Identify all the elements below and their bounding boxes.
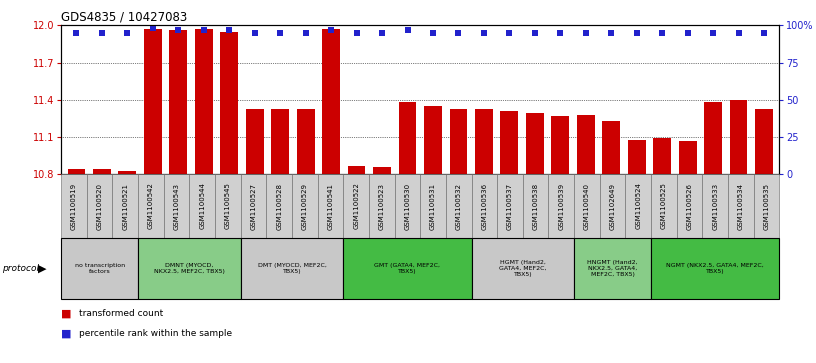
Bar [654, 138, 671, 174]
Bar [373, 167, 391, 174]
Bar [220, 32, 238, 174]
Text: ▶: ▶ [38, 264, 47, 274]
Text: GSM1100536: GSM1100536 [481, 183, 487, 229]
Text: GSM1100527: GSM1100527 [251, 183, 256, 229]
Bar [602, 121, 620, 174]
Text: DMT (MYOCD, MEF2C,
TBX5): DMT (MYOCD, MEF2C, TBX5) [258, 263, 326, 274]
Text: GSM1100525: GSM1100525 [661, 183, 667, 229]
Text: GSM1100534: GSM1100534 [738, 183, 744, 229]
Text: GSM1100533: GSM1100533 [712, 183, 718, 229]
Text: ■: ■ [61, 329, 72, 339]
Bar [475, 109, 493, 174]
Text: GMT (GATA4, MEF2C,
TBX5): GMT (GATA4, MEF2C, TBX5) [375, 263, 441, 274]
Text: GSM1100540: GSM1100540 [584, 183, 590, 229]
Text: GSM1100535: GSM1100535 [764, 183, 769, 229]
Bar [322, 29, 340, 174]
Bar [118, 171, 136, 174]
Bar [526, 114, 543, 174]
Text: GSM1100542: GSM1100542 [148, 183, 154, 229]
Text: GSM1100526: GSM1100526 [686, 183, 693, 229]
Text: GDS4835 / 10427083: GDS4835 / 10427083 [61, 11, 188, 24]
Text: HGMT (Hand2,
GATA4, MEF2C,
TBX5): HGMT (Hand2, GATA4, MEF2C, TBX5) [499, 260, 547, 277]
Text: ■: ■ [61, 309, 72, 319]
Text: GSM1102649: GSM1102649 [610, 183, 615, 229]
Text: GSM1100529: GSM1100529 [302, 183, 308, 229]
Bar [755, 109, 773, 174]
Text: protocol: protocol [2, 264, 38, 273]
Bar [398, 102, 416, 174]
Bar [552, 116, 570, 174]
Bar [144, 29, 162, 174]
Text: GSM1100528: GSM1100528 [276, 183, 282, 229]
Text: no transcription
factors: no transcription factors [74, 263, 125, 274]
Bar [195, 29, 213, 174]
Bar [170, 30, 187, 174]
Bar [348, 166, 366, 174]
Text: GSM1100521: GSM1100521 [122, 183, 128, 229]
Text: GSM1100520: GSM1100520 [96, 183, 103, 229]
Bar [730, 100, 747, 174]
Text: transformed count: transformed count [79, 310, 163, 318]
Bar [450, 109, 468, 174]
Text: HNGMT (Hand2,
NKX2.5, GATA4,
MEF2C, TBX5): HNGMT (Hand2, NKX2.5, GATA4, MEF2C, TBX5… [588, 260, 638, 277]
Bar [679, 141, 697, 174]
Text: GSM1100538: GSM1100538 [533, 183, 539, 229]
Text: GSM1100531: GSM1100531 [430, 183, 436, 229]
Bar [68, 169, 86, 174]
Text: GSM1100544: GSM1100544 [199, 183, 206, 229]
Text: GSM1100545: GSM1100545 [225, 183, 231, 229]
Bar [246, 109, 264, 174]
Bar [577, 115, 595, 174]
Text: GSM1100543: GSM1100543 [174, 183, 180, 229]
Text: DMNT (MYOCD,
NKX2.5, MEF2C, TBX5): DMNT (MYOCD, NKX2.5, MEF2C, TBX5) [154, 263, 225, 274]
Bar [424, 106, 442, 174]
Text: GSM1100537: GSM1100537 [507, 183, 513, 229]
Bar [297, 109, 314, 174]
Text: percentile rank within the sample: percentile rank within the sample [79, 330, 233, 338]
Bar [271, 109, 289, 174]
Text: NGMT (NKX2.5, GATA4, MEF2C,
TBX5): NGMT (NKX2.5, GATA4, MEF2C, TBX5) [667, 263, 764, 274]
Bar [93, 169, 111, 174]
Text: GSM1100522: GSM1100522 [353, 183, 359, 229]
Text: GSM1100519: GSM1100519 [71, 183, 77, 229]
Bar [704, 102, 722, 174]
Text: GSM1100541: GSM1100541 [327, 183, 334, 229]
Bar [628, 139, 645, 174]
Text: GSM1100532: GSM1100532 [455, 183, 462, 229]
Text: GSM1100530: GSM1100530 [405, 183, 410, 229]
Text: GSM1100539: GSM1100539 [558, 183, 565, 229]
Bar [500, 111, 518, 174]
Text: GSM1100523: GSM1100523 [379, 183, 385, 229]
Text: GSM1100524: GSM1100524 [635, 183, 641, 229]
